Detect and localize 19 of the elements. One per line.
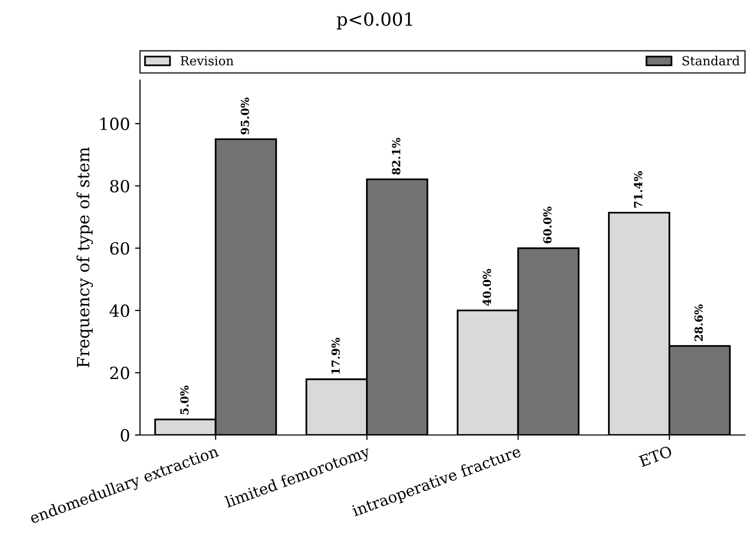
- y-tick-label: 100: [100, 118, 130, 130]
- legend-label: Standard: [682, 56, 740, 66]
- data-label: 17.9%: [331, 338, 340, 374]
- y-tick-label: 0: [120, 428, 130, 442]
- y-tick-label: 20: [110, 366, 130, 380]
- y-tick-label: 60: [110, 242, 130, 255]
- y-tick-label: 40: [110, 304, 130, 318]
- data-label: 82.1%: [392, 138, 400, 175]
- data-label: 40.0%: [482, 268, 492, 306]
- data-label: 60.0%: [543, 206, 552, 244]
- y-axis-title: Frequency of type of stem: [76, 147, 93, 368]
- chart-title: p<0.001: [336, 12, 412, 30]
- data-label: 95.0%: [240, 98, 250, 134]
- legend-label: Revision: [180, 56, 234, 66]
- data-label: 28.6%: [694, 304, 703, 342]
- data-label: 5.0%: [180, 386, 189, 414]
- data-label: 71.4%: [634, 171, 642, 208]
- x-tick-label: ETO: [638, 445, 673, 468]
- y-tick-label: 80: [110, 180, 130, 192]
